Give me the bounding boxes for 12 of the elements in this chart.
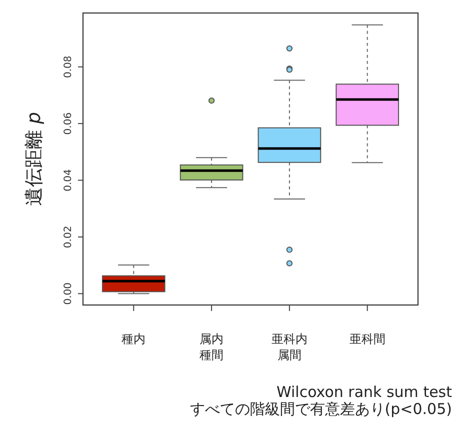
y-tick-label: 0.04 xyxy=(63,169,74,192)
text: すべての階級間で有意差あり(p<0.05) xyxy=(190,400,452,418)
x-tick-label: 属内種間 xyxy=(200,332,224,362)
text: Wilcoxon rank sum test xyxy=(276,383,452,401)
x-tick-label: 亜科内属間 xyxy=(271,332,308,362)
y-tick-label: 0.00 xyxy=(63,282,74,305)
y-tick-label: 0.02 xyxy=(63,226,74,248)
x-tick-label: 種内 xyxy=(122,332,146,346)
y-tick-label: 0.06 xyxy=(63,112,74,135)
y-tick-label: 0.08 xyxy=(63,56,74,78)
y-axis-title: 遺伝距離 p xyxy=(23,112,45,206)
x-tick-label: 亜科間 xyxy=(349,332,386,346)
